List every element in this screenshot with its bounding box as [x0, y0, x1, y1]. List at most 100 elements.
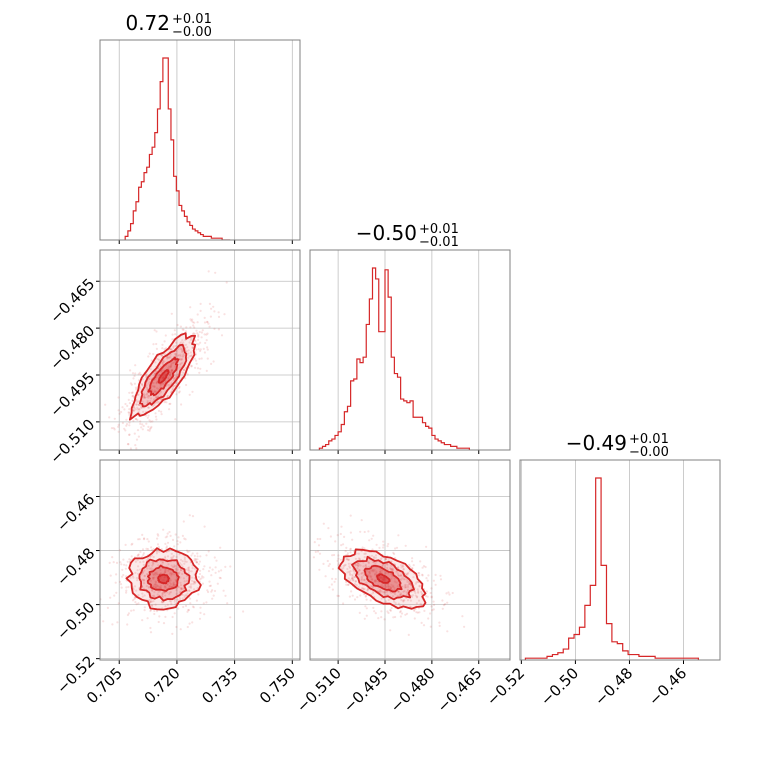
- scatter-point: [374, 612, 377, 615]
- scatter-point: [153, 390, 156, 393]
- scatter-point: [154, 580, 157, 583]
- scatter-point: [420, 592, 423, 595]
- scatter-point: [162, 382, 165, 385]
- scatter-point: [451, 591, 454, 595]
- scatter-point: [173, 600, 176, 603]
- x-tick-label: −0.52: [483, 664, 528, 709]
- scatter-point: [124, 402, 127, 406]
- scatter-point: [222, 589, 225, 592]
- scatter-point: [434, 583, 437, 586]
- scatter-point: [184, 377, 187, 380]
- scatter-point: [137, 602, 140, 605]
- scatter-point: [406, 584, 409, 587]
- scatter-point: [343, 535, 346, 539]
- scatter-point: [126, 560, 129, 563]
- scatter-point: [137, 572, 140, 575]
- scatter-point: [207, 570, 211, 573]
- scatter-point: [120, 563, 123, 566]
- scatter-point: [181, 328, 184, 331]
- scatter-point: [370, 569, 373, 572]
- scatter-point: [138, 407, 141, 411]
- scatter-point: [143, 396, 146, 399]
- scatter-point: [130, 383, 133, 386]
- scatter-point: [406, 588, 409, 591]
- histogram-line-param2: [318, 267, 470, 450]
- scatter-point: [191, 318, 194, 321]
- scatter-point: [159, 587, 163, 590]
- scatter-point: [417, 599, 421, 602]
- scatter-point: [160, 548, 163, 551]
- scatter-point: [430, 605, 433, 608]
- scatter-point: [363, 617, 366, 620]
- scatter-point: [337, 554, 340, 557]
- scatter-point: [196, 561, 199, 564]
- scatter-point: [109, 574, 112, 577]
- scatter-point: [380, 616, 383, 619]
- scatter-point: [159, 572, 163, 575]
- scatter-point: [373, 568, 376, 571]
- scatter-point: [134, 560, 137, 563]
- scatter-point: [375, 570, 378, 573]
- scatter-point: [442, 604, 446, 607]
- scatter-point: [149, 400, 152, 403]
- scatter-point: [137, 373, 140, 376]
- scatter-point: [329, 535, 332, 538]
- scatter-point: [190, 554, 193, 557]
- scatter-point: [347, 558, 350, 561]
- scatter-point: [384, 583, 387, 587]
- scatter-point: [173, 565, 176, 569]
- scatter-point: [153, 609, 156, 613]
- scatter-point: [197, 338, 200, 341]
- scatter-point: [143, 609, 146, 612]
- scatter-point: [330, 583, 333, 586]
- scatter-point: [170, 348, 173, 351]
- scatter-point: [157, 585, 160, 588]
- scatter-point: [179, 584, 183, 587]
- scatter-point: [160, 370, 163, 373]
- scatter-point: [380, 597, 383, 600]
- scatter-point: [176, 323, 179, 327]
- scatter-point: [172, 345, 175, 348]
- scatter-point: [360, 519, 363, 522]
- scatter-point: [214, 571, 217, 574]
- scatter-point: [366, 589, 369, 592]
- scatter-point: [175, 555, 178, 559]
- scatter-point: [421, 574, 424, 577]
- scatter-point: [193, 559, 196, 562]
- scatter-point: [373, 572, 377, 576]
- scatter-point: [170, 369, 173, 372]
- scatter-point: [142, 560, 145, 563]
- scatter-point: [354, 564, 357, 567]
- scatter-point: [169, 348, 172, 351]
- scatter-point: [196, 587, 199, 590]
- scatter-point: [225, 281, 228, 284]
- scatter-point: [215, 559, 218, 562]
- scatter-point: [172, 386, 175, 389]
- scatter-point: [139, 550, 142, 554]
- scatter-point: [195, 362, 198, 365]
- scatter-point: [206, 332, 209, 335]
- scatter-point: [346, 558, 349, 561]
- scatter-point: [336, 594, 339, 597]
- scatter-point: [149, 600, 152, 603]
- scatter-point: [178, 553, 181, 556]
- scatter-point: [113, 594, 116, 597]
- scatter-point: [139, 386, 142, 390]
- scatter-point: [176, 598, 179, 601]
- panel-frame: [99, 249, 301, 451]
- scatter-point: [155, 347, 158, 350]
- scatter-point: [165, 568, 168, 571]
- scatter-point: [206, 357, 209, 360]
- scatter-point: [169, 371, 172, 374]
- scatter-point: [196, 332, 199, 335]
- scatter-point: [146, 548, 150, 551]
- gridlines: [100, 250, 300, 450]
- scatter-point: [182, 371, 185, 374]
- scatter-point: [180, 587, 183, 590]
- scatter-point: [135, 589, 138, 592]
- scatter-point: [350, 590, 353, 593]
- scatter-point: [154, 573, 157, 577]
- scatter-point: [190, 354, 193, 357]
- density-contour: [157, 369, 170, 384]
- scatter-point: [371, 548, 374, 551]
